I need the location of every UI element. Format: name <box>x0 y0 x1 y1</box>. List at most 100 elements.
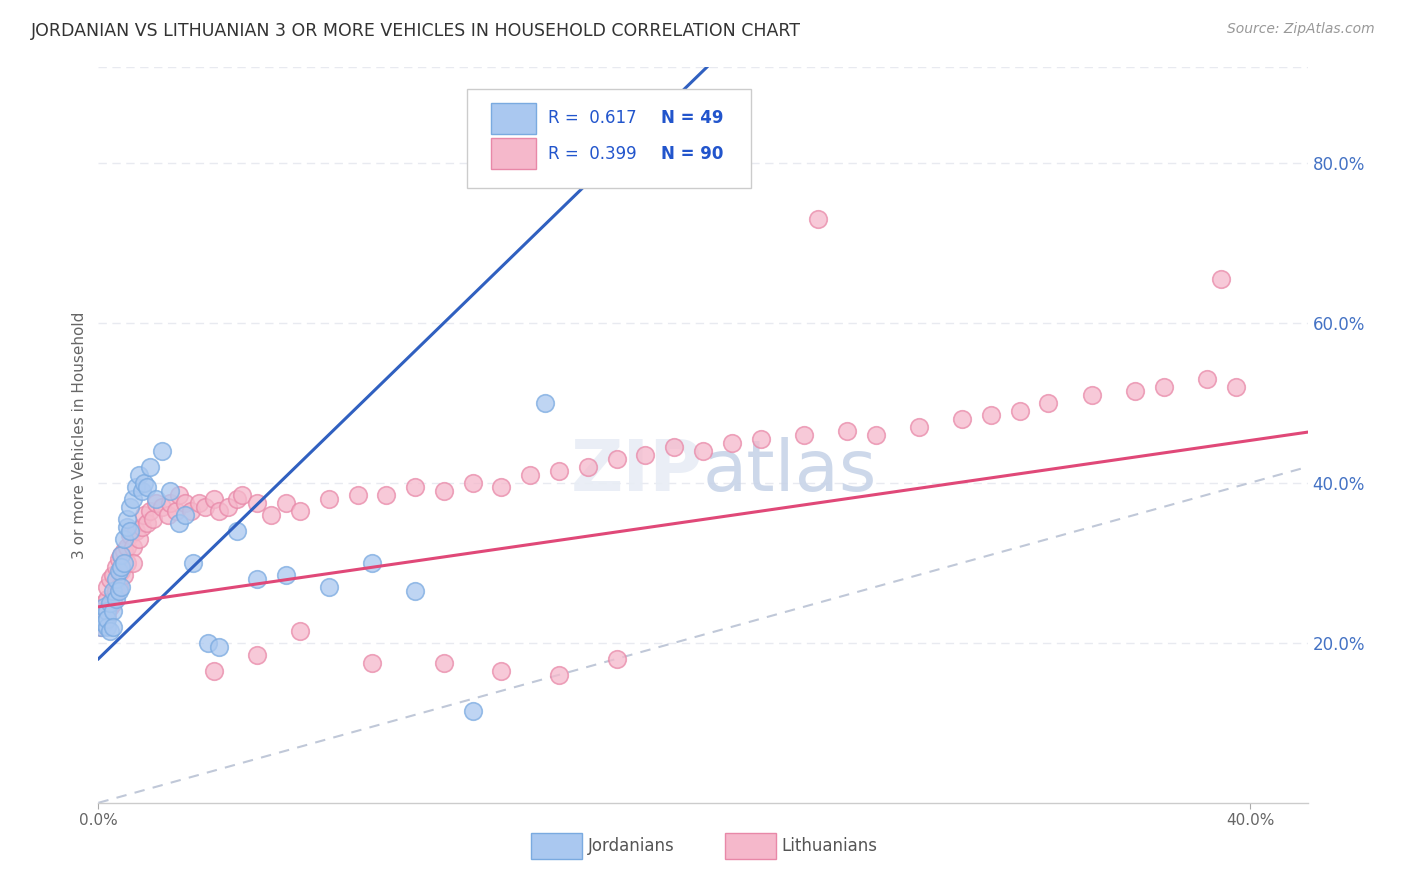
Point <box>93 615 115 630</box>
FancyBboxPatch shape <box>531 833 582 860</box>
Point <box>404 480 426 494</box>
Point <box>122 491 145 506</box>
Point <box>115 512 138 526</box>
Point <box>90 620 112 634</box>
Text: Source: ZipAtlas.com: Source: ZipAtlas.com <box>1227 22 1375 37</box>
Point <box>548 464 571 478</box>
Point <box>576 124 599 138</box>
Point <box>807 211 830 226</box>
Point <box>122 556 145 570</box>
Point <box>104 559 127 574</box>
Point <box>125 524 148 538</box>
Point <box>156 508 179 522</box>
Point <box>375 488 398 502</box>
Point <box>576 459 599 474</box>
Point <box>139 504 162 518</box>
Point <box>1153 380 1175 394</box>
Point <box>1008 404 1031 418</box>
Point <box>1123 384 1146 398</box>
Point <box>274 496 297 510</box>
Point <box>115 540 138 554</box>
Point <box>90 604 112 618</box>
Point <box>128 532 150 546</box>
Point <box>606 652 628 666</box>
Point <box>692 443 714 458</box>
Point <box>634 448 657 462</box>
Point <box>98 624 121 638</box>
Point <box>225 524 247 538</box>
Point <box>664 440 686 454</box>
Point <box>202 491 225 506</box>
Point <box>980 408 1002 422</box>
Point <box>246 648 269 662</box>
Point <box>173 508 195 522</box>
Point <box>404 583 426 598</box>
Point <box>134 508 156 522</box>
Point <box>98 596 121 610</box>
Point <box>104 572 127 586</box>
Point <box>217 500 239 514</box>
Point <box>173 496 195 510</box>
Point <box>208 504 231 518</box>
Point <box>361 656 384 670</box>
Point <box>110 580 132 594</box>
Y-axis label: 3 or more Vehicles in Household: 3 or more Vehicles in Household <box>72 311 87 558</box>
Point <box>93 599 115 614</box>
Point <box>104 583 127 598</box>
Point <box>107 580 129 594</box>
Point <box>110 548 132 562</box>
Point <box>98 599 121 614</box>
Point <box>101 591 124 606</box>
Point <box>96 612 118 626</box>
Point <box>125 480 148 494</box>
Point <box>433 483 456 498</box>
Text: JORDANIAN VS LITHUANIAN 3 OR MORE VEHICLES IN HOUSEHOLD CORRELATION CHART: JORDANIAN VS LITHUANIAN 3 OR MORE VEHICL… <box>31 22 801 40</box>
Point <box>150 500 173 514</box>
Point <box>120 524 142 538</box>
Text: ZIP: ZIP <box>571 437 703 506</box>
Point <box>115 520 138 534</box>
Point <box>96 607 118 622</box>
Point <box>202 664 225 678</box>
Point <box>112 567 135 582</box>
Point <box>194 500 217 514</box>
Point <box>112 556 135 570</box>
Point <box>461 704 484 718</box>
Point <box>361 556 384 570</box>
Point <box>606 451 628 466</box>
Point <box>208 640 231 654</box>
Point <box>112 532 135 546</box>
Point <box>1038 396 1060 410</box>
FancyBboxPatch shape <box>467 89 751 188</box>
Point <box>165 504 187 518</box>
Point <box>346 488 368 502</box>
Point <box>90 620 112 634</box>
Point <box>134 475 156 490</box>
Point <box>159 496 181 510</box>
Point <box>835 424 858 438</box>
Point <box>180 504 202 518</box>
Point <box>1225 380 1247 394</box>
Point <box>288 504 311 518</box>
Point <box>122 540 145 554</box>
Point <box>96 591 118 606</box>
Text: R =  0.399: R = 0.399 <box>548 145 637 162</box>
Point <box>246 496 269 510</box>
Point <box>101 620 124 634</box>
Point <box>131 483 153 498</box>
Point <box>90 607 112 622</box>
Text: Lithuanians: Lithuanians <box>782 838 877 855</box>
Point <box>548 668 571 682</box>
Point <box>188 496 211 510</box>
Point <box>112 544 135 558</box>
Text: N = 49: N = 49 <box>661 110 723 128</box>
Point <box>107 583 129 598</box>
Point <box>491 480 513 494</box>
Point <box>1195 372 1218 386</box>
Text: Jordanians: Jordanians <box>588 838 675 855</box>
Point <box>950 412 973 426</box>
Point <box>145 491 167 506</box>
Point <box>159 483 181 498</box>
FancyBboxPatch shape <box>724 833 776 860</box>
Point <box>145 496 167 510</box>
